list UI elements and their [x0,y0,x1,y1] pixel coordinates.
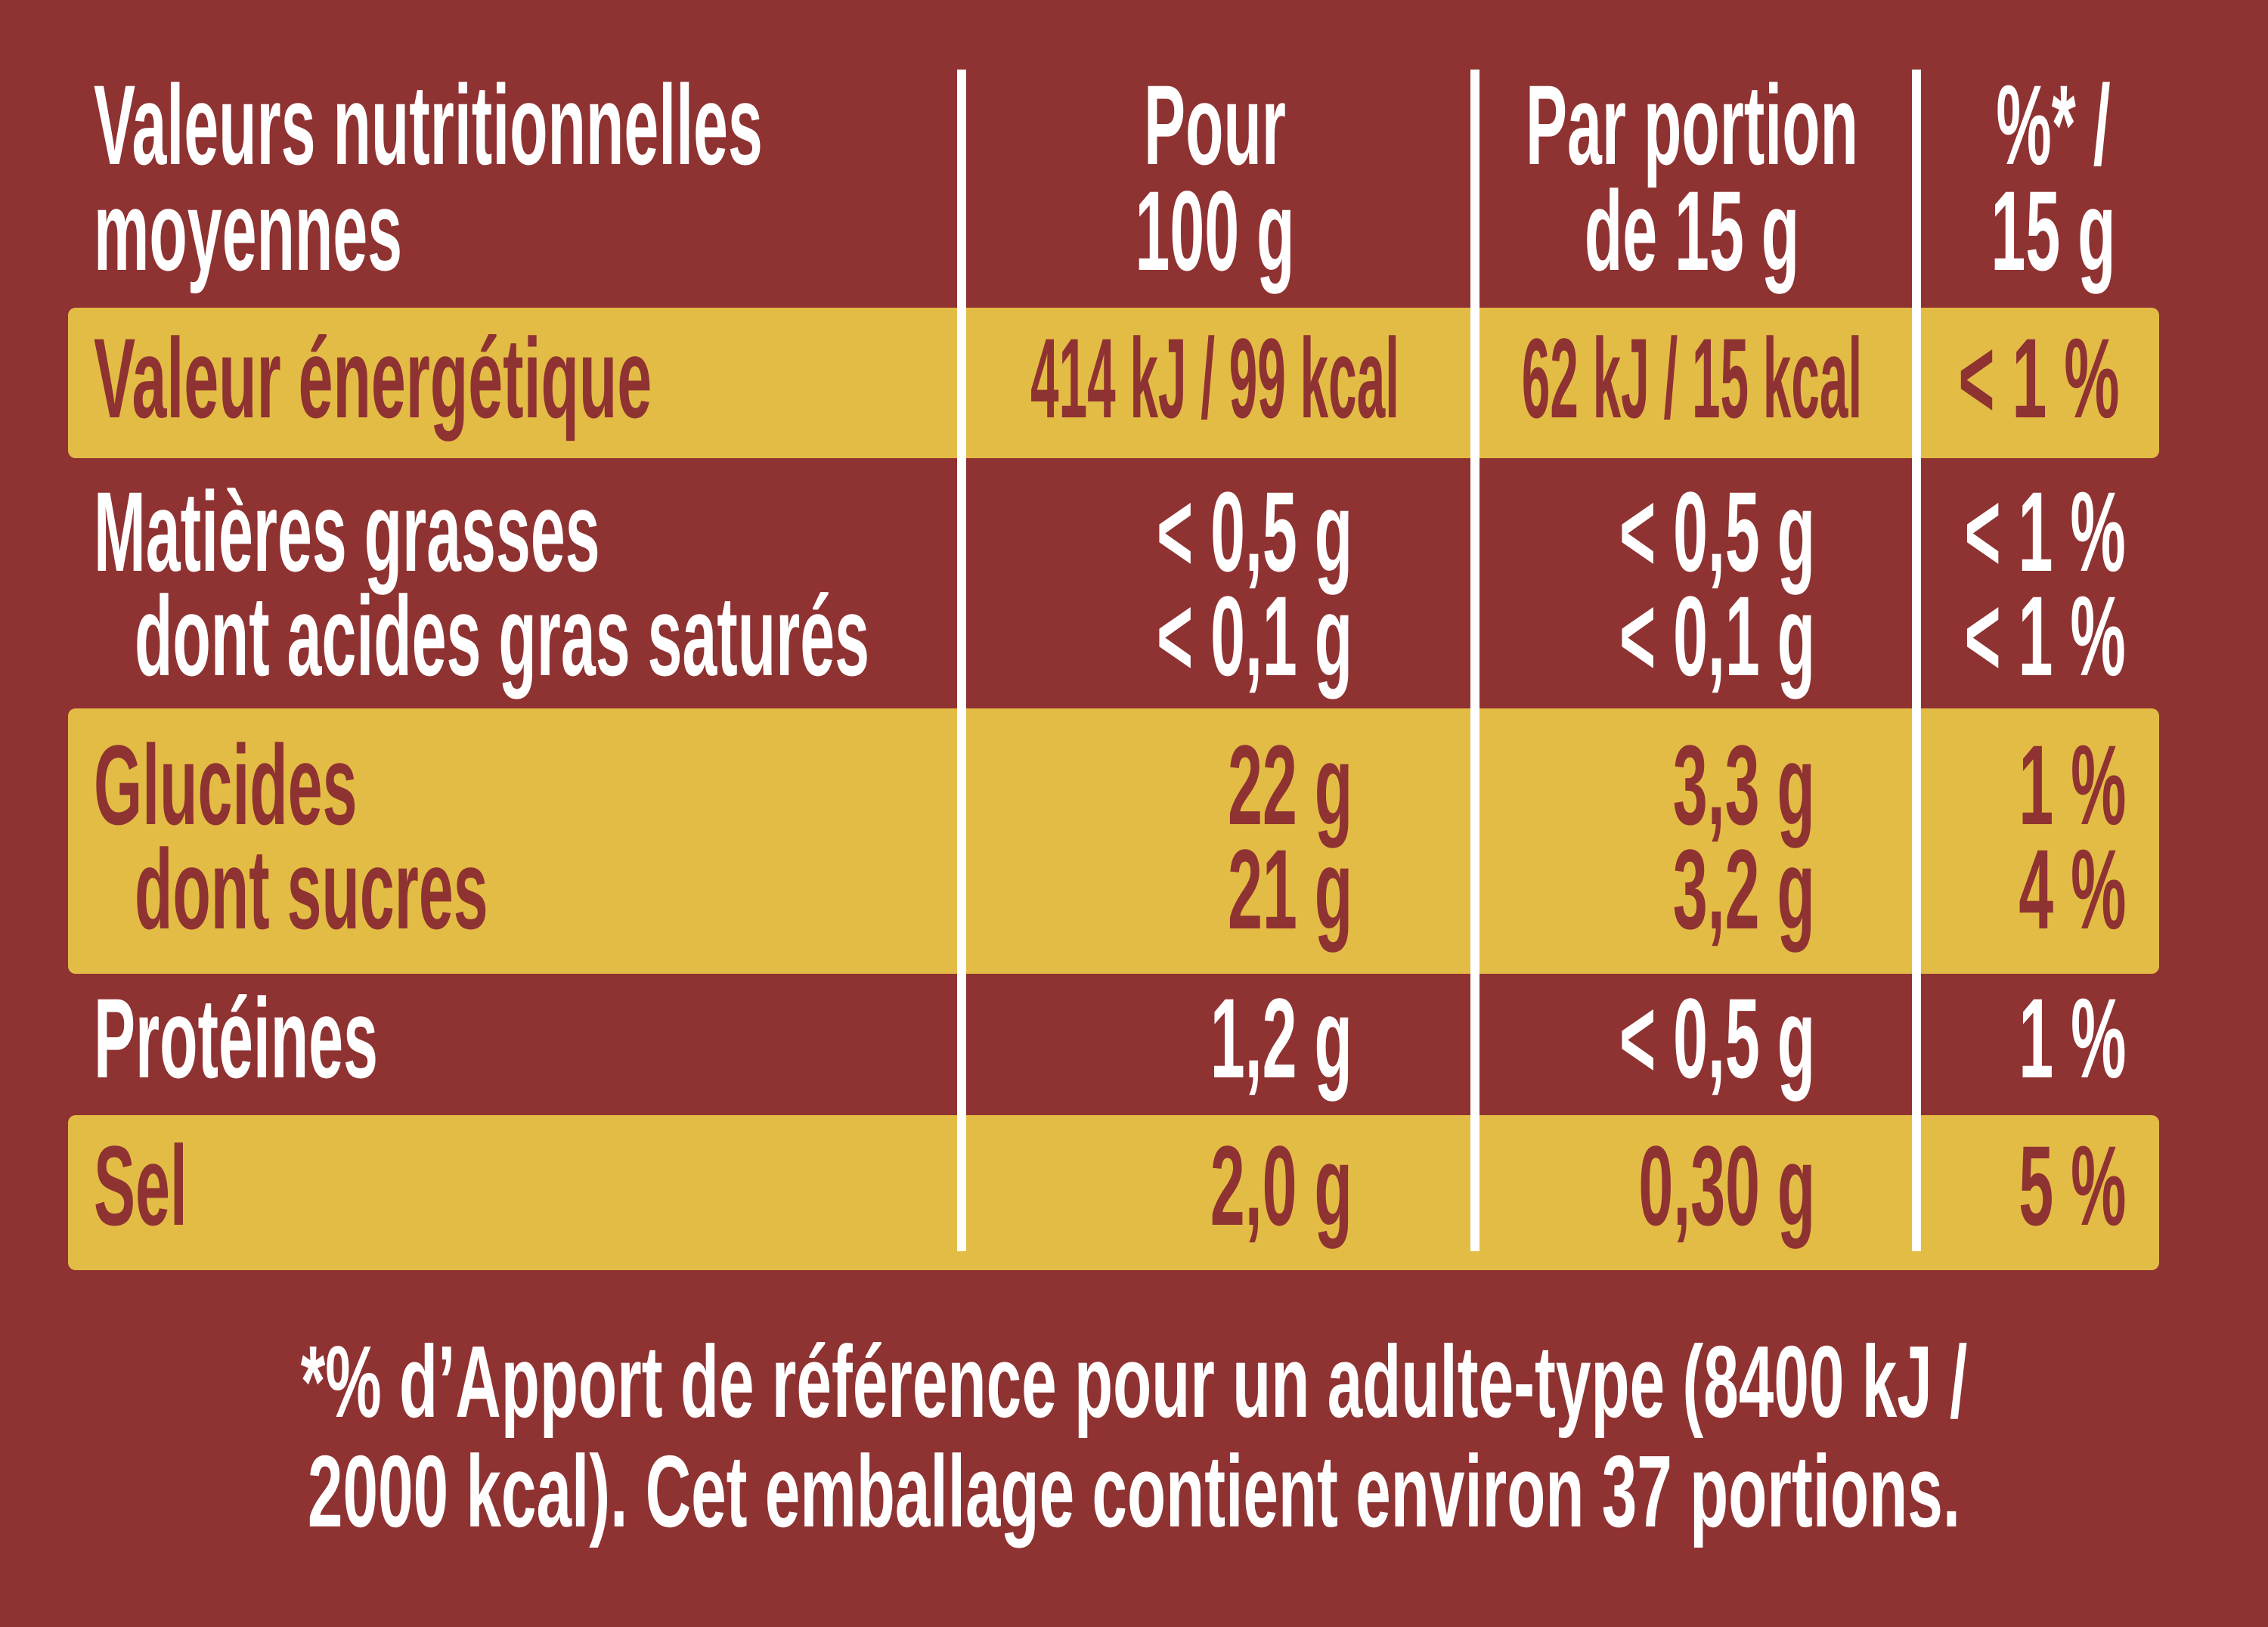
salt-per100: 2,0 g [1210,1122,1352,1249]
sugars-portion: 3,2 g [1672,826,1815,953]
footnote-line: *% d’Apport de référence pour un adulte-… [300,1325,1968,1439]
salt-label: Sel [94,1122,187,1249]
column-divider [1912,70,1921,1251]
header-label: moyennes [94,167,403,294]
salt-ri: 5 % [2018,1122,2126,1249]
sat-label: dont acides gras saturés [135,572,870,699]
protein-per100: 1,2 g [1210,975,1352,1102]
energy-per100: 414 kJ / 99 kcal [1030,315,1399,442]
sat-per100: < 0,1 g [1156,572,1352,699]
header-per100: Pour [1144,61,1286,188]
fat-ri: < 1 % [1964,468,2126,595]
column-divider [1470,70,1479,1251]
energy-label: Valeur énergétique [94,315,652,442]
protein-portion: < 0,5 g [1619,975,1815,1102]
sugars-per100: 21 g [1227,826,1352,953]
fat-label: Matières grasses [94,468,600,595]
sat-ri: < 1 % [1964,572,2126,699]
carbs-label: Glucides [94,721,358,848]
header-ri: %* / [1996,61,2111,188]
carbs-row-band [68,708,2159,974]
sat-portion: < 0,1 g [1619,572,1815,699]
header-per100: 100 g [1135,167,1295,294]
header-portion: de 15 g [1584,167,1800,294]
footnote-line: 2000 kcal). Cet emballage contient envir… [307,1434,1961,1548]
fat-portion: < 0,5 g [1619,468,1815,595]
protein-label: Protéines [94,975,378,1102]
carbs-per100: 22 g [1227,721,1352,848]
header-label: Valeurs nutritionnelles [94,61,763,188]
salt-portion: 0,30 g [1638,1122,1815,1249]
carbs-ri: 1 % [2018,721,2126,848]
column-divider [957,70,966,1251]
carbs-portion: 3,3 g [1672,721,1815,848]
sugars-ri: 4 % [2018,826,2126,953]
energy-row-band [68,308,2159,458]
header-ri: 15 g [1991,167,2116,294]
salt-row-band [68,1115,2159,1270]
protein-ri: 1 % [2018,975,2126,1102]
energy-portion: 62 kJ / 15 kcal [1521,315,1863,442]
energy-ri: < 1 % [1958,315,2120,442]
header-portion: Par portion [1525,61,1859,188]
sugars-label: dont sucres [135,826,488,953]
fat-per100: < 0,5 g [1156,468,1352,595]
